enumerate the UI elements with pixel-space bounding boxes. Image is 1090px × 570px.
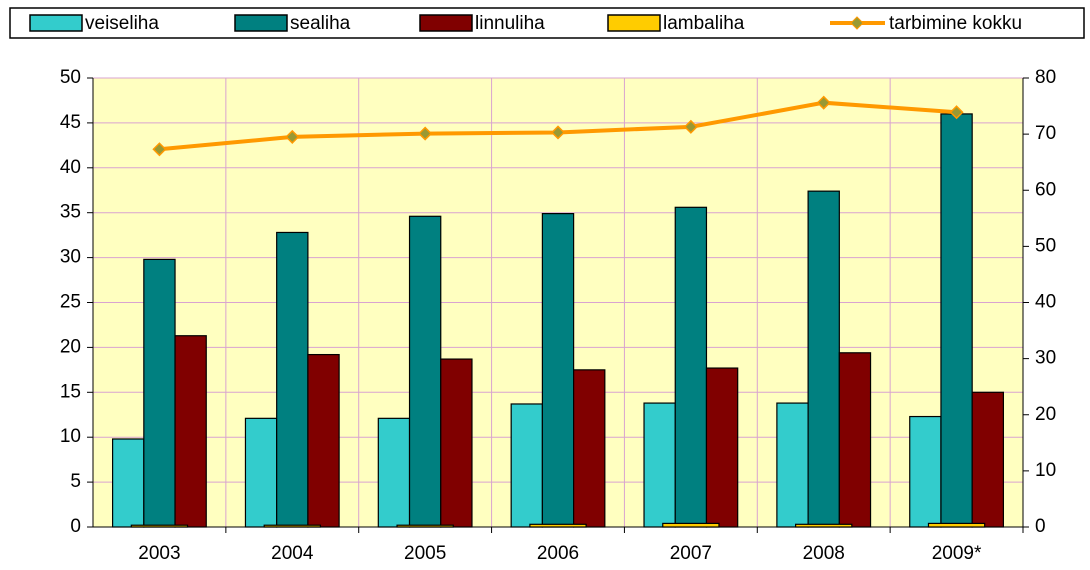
bar	[674, 206, 708, 528]
y2-tick-label: 60	[1035, 179, 1056, 200]
legend-frame	[9, 7, 1085, 39]
bar	[909, 415, 942, 528]
y-tick-label: 50	[60, 67, 81, 88]
x-tick-label: 2004	[271, 543, 314, 564]
legend-label: lambaliha	[663, 13, 745, 34]
x-tick-label: 2003	[138, 543, 180, 564]
bar	[174, 335, 207, 528]
bar	[111, 438, 145, 528]
legend-swatch	[29, 14, 83, 32]
y-tick-label: 40	[60, 157, 81, 178]
y-tick-label: 20	[60, 336, 81, 357]
bar	[838, 352, 872, 528]
bar	[807, 190, 840, 528]
marker	[949, 105, 964, 120]
marker	[418, 126, 433, 141]
legend-swatch	[607, 14, 661, 32]
legend-swatch	[419, 14, 473, 32]
y2-tick-label: 70	[1035, 123, 1056, 144]
y-tick-label: 15	[60, 381, 81, 402]
y2-tick-label: 50	[1035, 235, 1056, 256]
marker	[152, 142, 167, 157]
x-tick-label: 2009*	[932, 543, 982, 564]
legend-marker	[850, 16, 864, 30]
marker	[816, 95, 831, 110]
y-tick-label: 25	[60, 292, 81, 313]
legend-label: linnuliha	[475, 13, 545, 34]
bar	[276, 231, 309, 528]
x-tick-label: 2008	[803, 543, 845, 564]
y-tick-label: 30	[60, 247, 81, 268]
bar	[662, 522, 720, 528]
legend-label: sealiha	[290, 13, 351, 34]
y2-tick-label: 80	[1035, 67, 1056, 88]
bar	[440, 358, 473, 528]
y-tick-label: 45	[60, 112, 81, 133]
x-tick-label: 2007	[670, 543, 712, 564]
bar	[573, 369, 606, 528]
y-tick-label: 5	[70, 471, 81, 492]
bar	[940, 113, 973, 528]
y-tick-label: 10	[60, 426, 81, 447]
legend-label: tarbimine kokku	[889, 13, 1022, 34]
bar	[705, 367, 739, 528]
bar	[377, 417, 411, 528]
marker	[683, 119, 698, 134]
bar	[643, 402, 676, 528]
x-tick-label: 2005	[404, 543, 446, 564]
legend-label: veiseliha	[85, 13, 159, 34]
bar	[307, 353, 340, 528]
legend-swatch	[234, 14, 288, 32]
y2-tick-label: 20	[1035, 404, 1056, 425]
marker	[285, 129, 300, 144]
y2-tick-label: 30	[1035, 348, 1056, 369]
bar	[776, 402, 809, 528]
y2-tick-label: 40	[1035, 292, 1056, 313]
bar	[408, 215, 442, 528]
y-tick-label: 0	[70, 516, 81, 537]
bar	[971, 391, 1005, 528]
bar	[143, 258, 176, 528]
bar	[244, 417, 278, 528]
bar	[927, 522, 986, 528]
y2-tick-label: 10	[1035, 460, 1056, 481]
marker	[550, 125, 566, 140]
bar	[541, 212, 575, 528]
y2-tick-label: 0	[1035, 516, 1046, 537]
x-tick-label: 2006	[537, 543, 579, 564]
y-tick-label: 35	[60, 202, 81, 223]
bar	[510, 403, 543, 528]
